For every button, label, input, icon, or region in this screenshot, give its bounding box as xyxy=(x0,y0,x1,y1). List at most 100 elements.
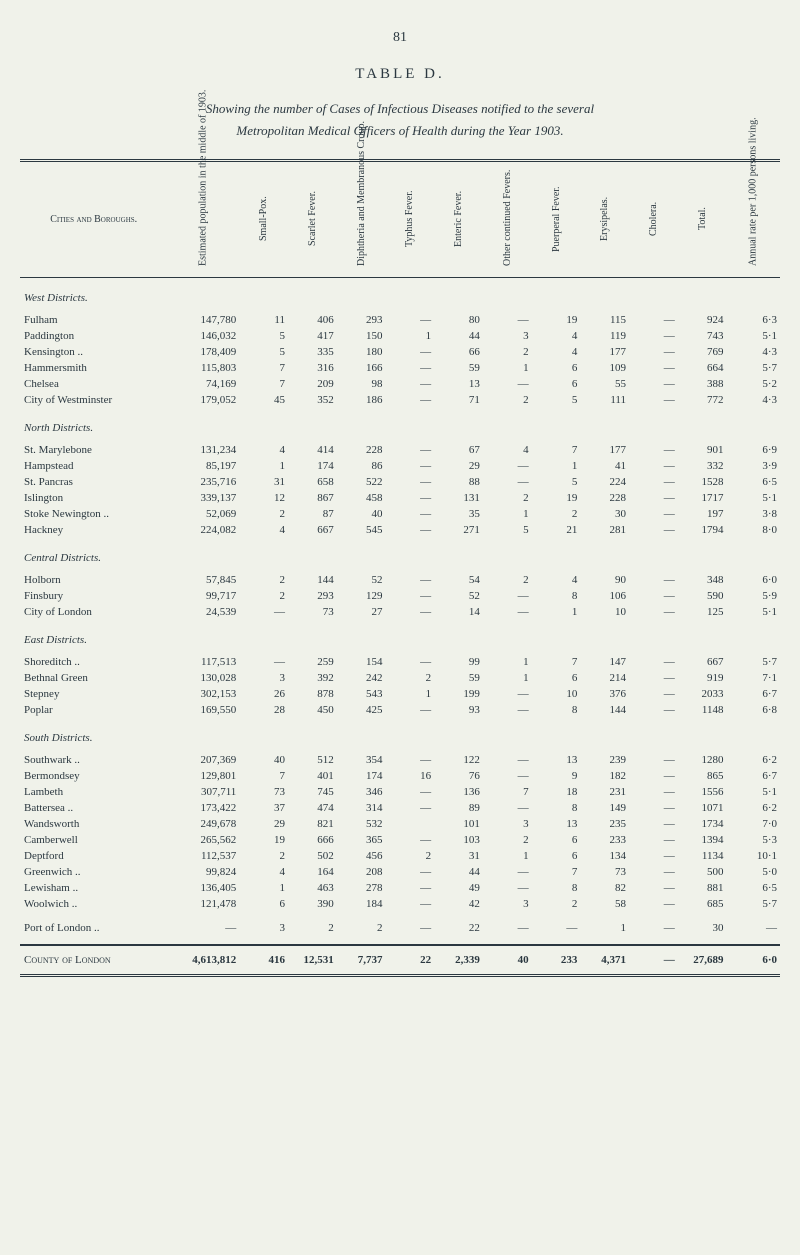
table-cell: 144 xyxy=(580,702,629,718)
table-cell: — xyxy=(629,864,678,880)
table-cell: 109 xyxy=(580,360,629,376)
table-cell: 281 xyxy=(580,522,629,538)
table-cell: 2,339 xyxy=(434,945,483,976)
table-cell: 1071 xyxy=(678,800,727,816)
table-cell: 71 xyxy=(434,392,483,408)
table-cell: — xyxy=(629,654,678,670)
table-cell: 339,137 xyxy=(167,490,239,506)
table-cell: 3·8 xyxy=(726,506,780,522)
table-cell: 1 xyxy=(385,686,434,702)
table-cell: — xyxy=(629,442,678,458)
table-cell: 772 xyxy=(678,392,727,408)
table-cell: 85,197 xyxy=(167,458,239,474)
table-cell: 4 xyxy=(532,344,581,360)
table-cell: 8 xyxy=(532,800,581,816)
table-cell: 6·8 xyxy=(726,702,780,718)
table-row: Islington339,13712867458—131219228—17175… xyxy=(20,490,780,506)
table-cell: 214 xyxy=(580,670,629,686)
table-cell: 224 xyxy=(580,474,629,490)
table-cell: 293 xyxy=(288,588,337,604)
table-cell: 6 xyxy=(532,848,581,864)
table-cell: 543 xyxy=(337,686,386,702)
table-cell: 5 xyxy=(532,474,581,490)
table-cell: 6 xyxy=(239,896,288,912)
table-cell: — xyxy=(726,912,780,945)
table-cell: 117,513 xyxy=(167,654,239,670)
table-cell: Chelsea xyxy=(20,376,167,392)
table-cell: Lewisham .. xyxy=(20,880,167,896)
table-cell: 417 xyxy=(288,328,337,344)
table-cell: 19 xyxy=(239,832,288,848)
table-cell: 474 xyxy=(288,800,337,816)
table-cell: 2 xyxy=(337,912,386,945)
table-row: Southwark ..207,36940512354—122—13239—12… xyxy=(20,752,780,768)
table-cell: 1 xyxy=(483,506,532,522)
table-cell: 10 xyxy=(532,686,581,702)
table-cell: 265,562 xyxy=(167,832,239,848)
table-cell: — xyxy=(385,522,434,538)
table-cell: 129 xyxy=(337,588,386,604)
section-header-row: South Districts. xyxy=(20,718,780,752)
table-cell: 115 xyxy=(580,312,629,328)
table-cell: 199 xyxy=(434,686,483,702)
table-cell: — xyxy=(385,474,434,490)
table-cell: 10·1 xyxy=(726,848,780,864)
subtitle-line-2: Metropolitan Medical Officers of Health … xyxy=(20,123,780,139)
table-row: Hampstead85,197117486—29—141—3323·9 xyxy=(20,458,780,474)
table-cell: 919 xyxy=(678,670,727,686)
table-cell: 865 xyxy=(678,768,727,784)
table-cell: 174 xyxy=(337,768,386,784)
table-cell: — xyxy=(385,832,434,848)
table-cell: — xyxy=(483,686,532,702)
table-cell: 259 xyxy=(288,654,337,670)
table-cell: 125 xyxy=(678,604,727,620)
table-cell: 512 xyxy=(288,752,337,768)
table-header-row: Cities and Boroughs. Estimated populatio… xyxy=(20,161,780,278)
table-cell: 136 xyxy=(434,784,483,800)
table-cell: — xyxy=(385,572,434,588)
table-row: Fulham147,78011406293—80—19115—9246·3 xyxy=(20,312,780,328)
table-cell: 149 xyxy=(580,800,629,816)
table-cell: 1 xyxy=(239,458,288,474)
table-cell: Kensington .. xyxy=(20,344,167,360)
table-cell: 7 xyxy=(532,442,581,458)
table-cell: 19 xyxy=(532,312,581,328)
table-cell: 59 xyxy=(434,670,483,686)
table-cell: 16 xyxy=(385,768,434,784)
table-cell: 352 xyxy=(288,392,337,408)
col-header-population: Estimated population in the middle of 19… xyxy=(167,161,239,278)
table-cell: Hackney xyxy=(20,522,167,538)
table-cell: 3 xyxy=(483,816,532,832)
table-cell: — xyxy=(629,458,678,474)
table-cell: 745 xyxy=(288,784,337,800)
table-cell: 821 xyxy=(288,816,337,832)
table-cell: — xyxy=(629,816,678,832)
table-cell: Deptford xyxy=(20,848,167,864)
table-cell: 278 xyxy=(337,880,386,896)
table-cell: 52,069 xyxy=(167,506,239,522)
table-body: West Districts.Fulham147,78011406293—80—… xyxy=(20,278,780,976)
table-cell: 1 xyxy=(483,670,532,686)
table-cell: 522 xyxy=(337,474,386,490)
table-cell: 233 xyxy=(580,832,629,848)
table-cell: 228 xyxy=(580,490,629,506)
table-cell: — xyxy=(629,896,678,912)
table-cell: 90 xyxy=(580,572,629,588)
table-cell: 6 xyxy=(532,670,581,686)
table-cell: 335 xyxy=(288,344,337,360)
table-cell: Stoke Newington .. xyxy=(20,506,167,522)
table-cell: 12,531 xyxy=(288,945,337,976)
table-cell: 4 xyxy=(239,522,288,538)
table-cell: 31 xyxy=(239,474,288,490)
table-cell: 89 xyxy=(434,800,483,816)
table-cell: 4 xyxy=(239,442,288,458)
table-cell: 4 xyxy=(483,442,532,458)
table-cell: 150 xyxy=(337,328,386,344)
table-cell: 174 xyxy=(288,458,337,474)
table-cell: 67 xyxy=(434,442,483,458)
table-cell: 224,082 xyxy=(167,522,239,538)
table-cell: 5·7 xyxy=(726,360,780,376)
table-cell: 392 xyxy=(288,670,337,686)
table-cell: 37 xyxy=(239,800,288,816)
col-header-diphtheria: Diphtheria and Membranous Croup. xyxy=(337,161,386,278)
